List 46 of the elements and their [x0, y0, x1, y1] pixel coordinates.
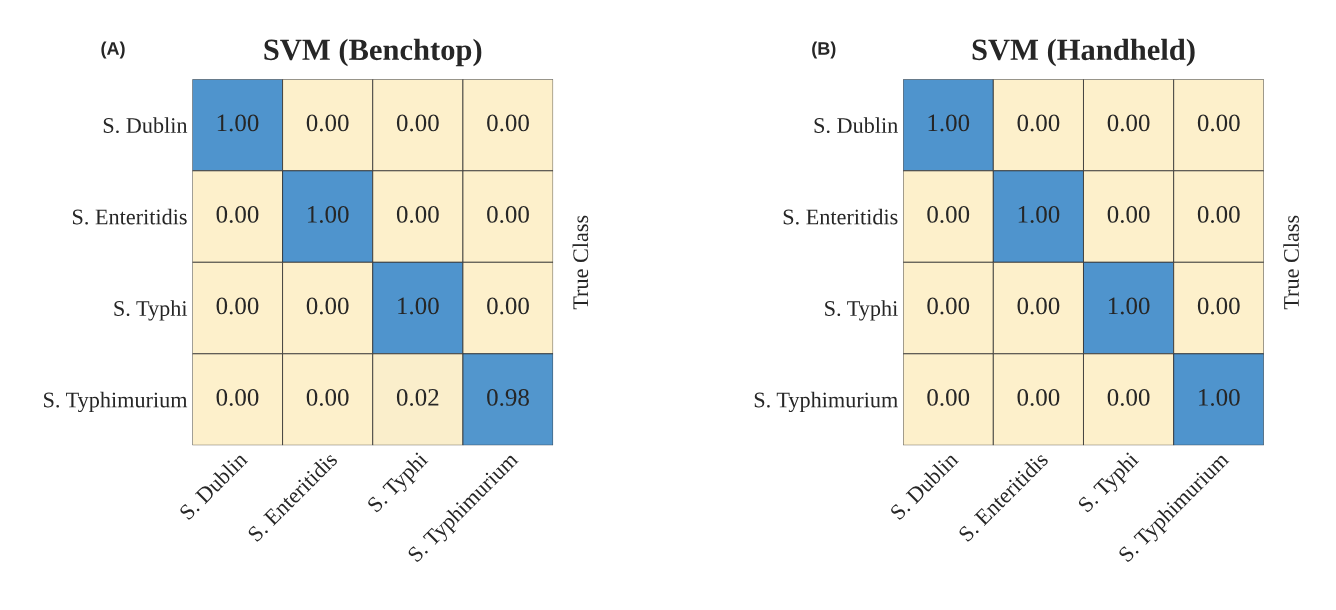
data-label: 0.00	[1107, 114, 1150, 132]
data-label: 0.00	[216, 205, 259, 223]
data-label: 0.00	[927, 388, 970, 406]
y-tick-label: S. Typhimurium	[754, 391, 898, 413]
data-label: 0.00	[306, 297, 349, 315]
data-label: 0.00	[1017, 388, 1060, 406]
y-tick-label: S. Dublin	[103, 117, 188, 134]
data-label: 1.00	[398, 297, 439, 315]
data-label: 0.00	[1107, 205, 1150, 223]
data-label: 1.00	[928, 114, 970, 132]
data-label: 0.00	[396, 114, 439, 132]
data-label: 0.00	[1017, 297, 1060, 315]
data-label: 1.00	[307, 205, 349, 223]
data-label: 0.00	[1197, 205, 1240, 223]
data-label: 0.00	[216, 297, 259, 315]
chart-title: SVM (Handheld)	[972, 38, 1195, 67]
chart-title: SVM (Benchtop)	[264, 38, 482, 67]
data-label: 1.00	[1018, 205, 1060, 223]
data-label: 0.00	[1197, 114, 1240, 132]
data-label: 0.00	[216, 388, 259, 406]
data-label: 0.00	[306, 388, 349, 406]
data-label: 0.00	[306, 114, 349, 132]
data-label: 0.00	[927, 205, 970, 223]
data-label: 1.00	[1108, 297, 1150, 315]
data-label: 0.00	[487, 205, 529, 223]
data-label: 0.00	[487, 114, 529, 132]
y-tick-label: S. Enteritidis	[72, 208, 187, 225]
data-label: 0.02	[396, 388, 439, 406]
y-tick-label: S. Typhi	[114, 300, 188, 321]
data-label: 1.00	[217, 114, 259, 132]
data-label: 1.00	[1199, 388, 1240, 406]
data-label: 0.00	[927, 297, 970, 315]
y-axis-title: True Class	[1283, 215, 1299, 310]
text: (A)	[101, 41, 125, 59]
y-tick-label: S. Typhimurium	[44, 391, 188, 413]
y-tick-label: S. Dublin	[814, 117, 898, 134]
y-axis-title: True Class	[572, 215, 589, 310]
y-tick-label: S. Typhi	[825, 300, 898, 321]
data-label: 0.00	[396, 205, 439, 223]
text: (B)	[812, 41, 836, 59]
data-label: 0.00	[1197, 297, 1240, 315]
data-label: 0.00	[487, 297, 529, 315]
y-tick-label: S. Enteritidis	[783, 208, 898, 225]
data-label: 0.00	[1017, 114, 1060, 132]
data-label: 0.98	[487, 388, 529, 406]
data-label: 0.00	[1107, 388, 1150, 406]
